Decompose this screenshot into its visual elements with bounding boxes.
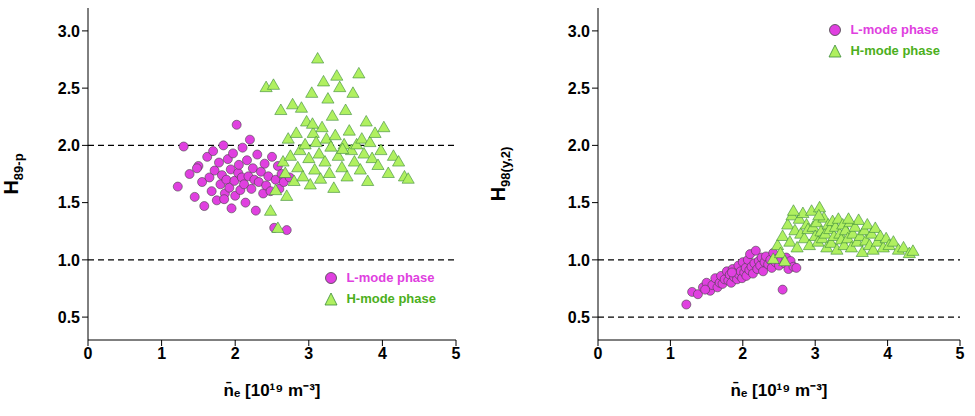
svg-text:2.0: 2.0 <box>58 137 80 154</box>
svg-text:3: 3 <box>811 345 820 362</box>
svg-text:1: 1 <box>157 345 166 362</box>
svg-text:2.5: 2.5 <box>568 80 590 97</box>
svg-text:2.0: 2.0 <box>568 137 590 154</box>
svg-text:2: 2 <box>231 345 240 362</box>
svg-text:5: 5 <box>956 345 965 362</box>
html-text:L-mode phase: L-mode phase <box>850 22 939 37</box>
svg-text:1.5: 1.5 <box>58 194 80 211</box>
svg-text:4: 4 <box>883 345 892 362</box>
svg-text:0.5: 0.5 <box>58 309 80 326</box>
svg-text:1.0: 1.0 <box>568 252 590 269</box>
svg-text:5: 5 <box>452 345 461 362</box>
html-text:H-mode phase: H-mode phase <box>850 43 940 58</box>
svg-text:0: 0 <box>594 345 603 362</box>
svg-text:3.0: 3.0 <box>58 23 80 40</box>
svg-text:1.0: 1.0 <box>58 252 80 269</box>
svg-text:n̄ₑ [10¹⁹ m⁻³]: n̄ₑ [10¹⁹ m⁻³] <box>224 381 321 400</box>
svg-text:1: 1 <box>666 345 675 362</box>
svg-text:H98(y,2): H98(y,2) <box>487 147 513 202</box>
html-text:L-mode phase: L-mode phase <box>346 270 435 285</box>
svg-text:2: 2 <box>738 345 747 362</box>
svg-text:4: 4 <box>378 345 387 362</box>
svg-text:1.5: 1.5 <box>568 194 590 211</box>
html-text:H-mode phase: H-mode phase <box>346 291 436 306</box>
svg-text:3: 3 <box>304 345 313 362</box>
svg-text:n̄ₑ [10¹⁹ m⁻³]: n̄ₑ [10¹⁹ m⁻³] <box>731 381 828 400</box>
svg-text:0.5: 0.5 <box>568 309 590 326</box>
svg-text:2.5: 2.5 <box>58 80 80 97</box>
svg-text:3.0: 3.0 <box>568 23 590 40</box>
svg-text:0: 0 <box>84 345 93 362</box>
svg-text:H89-p: H89-p <box>8 153 26 194</box>
